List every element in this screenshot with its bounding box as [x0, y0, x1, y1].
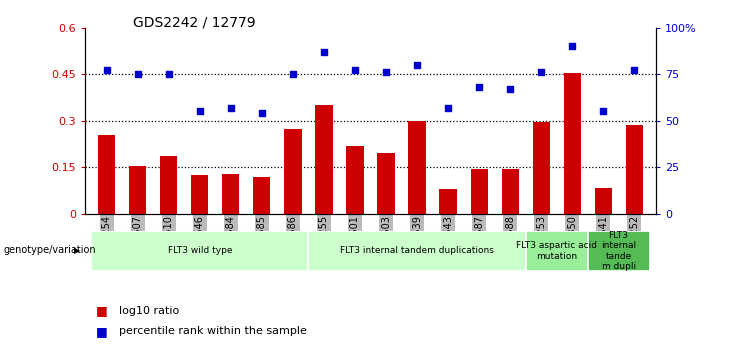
Bar [564, 72, 581, 214]
Text: genotype/variation: genotype/variation [4, 245, 96, 255]
Bar [408, 121, 425, 214]
Bar [588, 231, 650, 271]
Bar [130, 166, 147, 214]
Point [132, 71, 144, 77]
Bar [377, 153, 394, 214]
Text: ■: ■ [96, 304, 108, 317]
Bar [625, 125, 642, 214]
Bar [471, 169, 488, 214]
Bar [316, 105, 333, 214]
Bar [222, 174, 239, 214]
Point [473, 85, 485, 90]
Point [225, 105, 237, 110]
Text: FLT3 internal tandem duplications: FLT3 internal tandem duplications [340, 246, 494, 256]
Bar [533, 122, 550, 214]
Text: ■: ■ [96, 325, 108, 338]
Point [349, 68, 361, 73]
Point [380, 70, 392, 75]
Bar [99, 135, 116, 214]
Point [628, 68, 640, 73]
Bar [191, 175, 208, 214]
Point [535, 70, 547, 75]
Point [566, 43, 578, 49]
Bar [253, 177, 270, 214]
Point [163, 71, 175, 77]
Text: percentile rank within the sample: percentile rank within the sample [119, 326, 307, 336]
Text: FLT3 wild type: FLT3 wild type [167, 246, 232, 256]
Text: GDS2242 / 12779: GDS2242 / 12779 [133, 16, 256, 30]
Bar [502, 169, 519, 214]
Point [287, 71, 299, 77]
Point [318, 49, 330, 55]
Point [411, 62, 423, 68]
Point [597, 109, 609, 114]
Bar [525, 231, 588, 271]
Point [442, 105, 454, 110]
Point [504, 86, 516, 92]
Text: ▶: ▶ [73, 246, 80, 255]
Point [194, 109, 206, 114]
Text: log10 ratio: log10 ratio [119, 306, 179, 315]
Point [256, 110, 268, 116]
Bar [285, 128, 302, 214]
Text: FLT3
internal
tande
m dupli: FLT3 internal tande m dupli [601, 231, 636, 271]
Text: FLT3 aspartic acid
mutation: FLT3 aspartic acid mutation [516, 241, 597, 261]
Bar [160, 156, 177, 214]
Point [101, 68, 113, 73]
Bar [439, 189, 456, 214]
Bar [594, 188, 611, 214]
Bar [347, 146, 364, 214]
Bar [91, 231, 308, 271]
Bar [308, 231, 525, 271]
